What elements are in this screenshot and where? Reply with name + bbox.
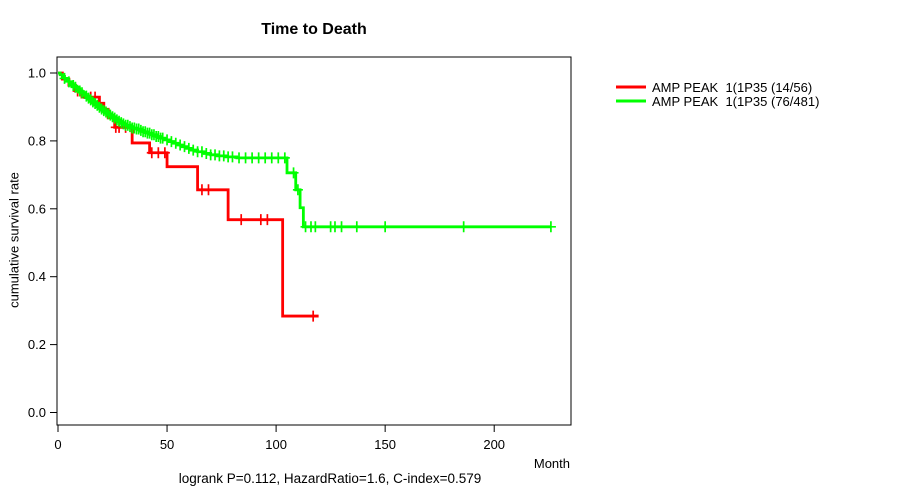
survival-curve-green <box>58 71 551 229</box>
y-tick-label: 0.6 <box>28 201 46 216</box>
y-tick-label: 0.0 <box>28 405 46 420</box>
y-tick-label: 0.2 <box>28 337 46 352</box>
x-tick-label: 0 <box>54 437 61 452</box>
stats-footer: logrank P=0.112, HazardRatio=1.6, C-inde… <box>178 471 482 486</box>
legend-label-green: AMP PEAK 1(1P35 (76/481) <box>652 94 820 109</box>
x-tick-label: 100 <box>265 437 287 452</box>
chart-title: Time to Death <box>261 21 367 38</box>
x-tick-label: 200 <box>483 437 505 452</box>
x-axis-label: Month <box>533 456 570 471</box>
y-tick-label: 1.0 <box>28 66 46 81</box>
plot-box <box>56 56 572 426</box>
y-tick-label: 0.4 <box>28 269 46 284</box>
y-tick-label: 0.8 <box>28 133 46 148</box>
x-tick-label: 150 <box>374 437 396 452</box>
x-tick-label: 50 <box>160 437 174 452</box>
y-axis-label: cumulative survival rate <box>6 172 22 308</box>
legend-label-red: AMP PEAK 1(1P35 (14/56) <box>652 80 813 95</box>
censor-marks-green <box>59 72 556 233</box>
